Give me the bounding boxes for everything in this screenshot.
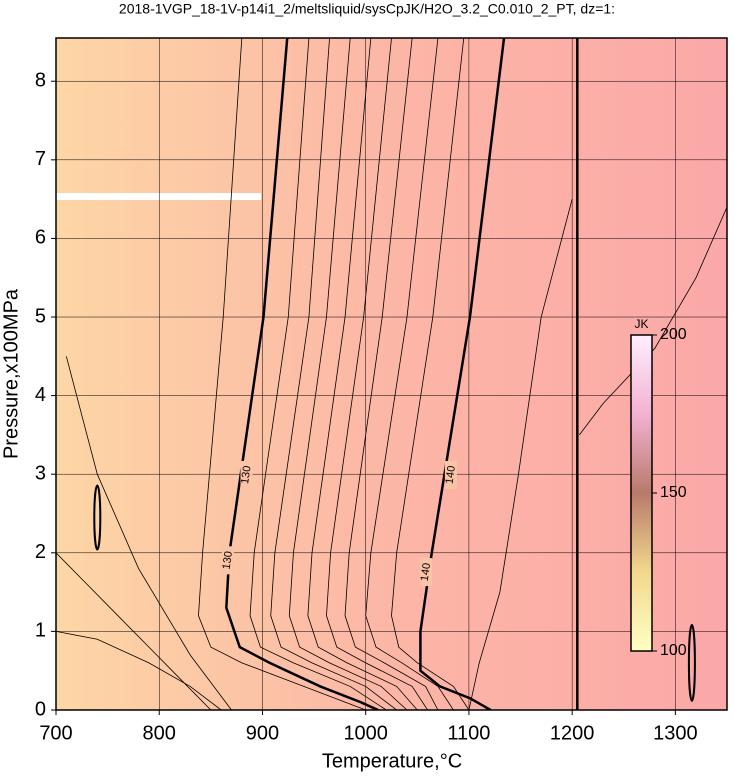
white-strip [56, 193, 261, 200]
blob [687, 623, 696, 702]
contour-line [56, 631, 222, 710]
contour-label-bg [240, 460, 253, 489]
contour-label: 140 [444, 465, 458, 485]
x-axis-label: Temperature,°C [322, 750, 462, 772]
y-tick-label: 3 [35, 462, 46, 484]
background [56, 38, 727, 710]
contour-label-bg [444, 460, 457, 489]
plot-frame [55, 37, 728, 711]
contour-line [225, 38, 379, 710]
contour-line [307, 38, 418, 710]
contour-line [579, 206, 727, 436]
contour-line [249, 38, 387, 710]
contour-line [270, 38, 397, 710]
contour-line [326, 38, 428, 710]
colorbar-tick-label: 200 [660, 326, 687, 343]
y-tick-label: 7 [35, 148, 46, 170]
contour-line [419, 38, 506, 710]
chart-title: 2018-1VGP_18-1V-p14i1_2/meltsliquid/sysC… [119, 1, 615, 17]
colorbar-tick-label: 100 [660, 642, 687, 659]
x-tick-label: 1100 [447, 722, 490, 744]
contour-line [198, 38, 366, 710]
x-tick-label: 1200 [550, 722, 595, 744]
colorbar-tick-label: 150 [660, 484, 687, 501]
contour-line [344, 38, 439, 710]
contour-line [391, 38, 470, 710]
contour-label: 130 [239, 465, 253, 485]
contour-label: 140 [419, 562, 433, 582]
colorbar [630, 334, 653, 652]
contour-line [365, 38, 454, 710]
plot-area: 130 130 140 140 [56, 38, 727, 710]
blob [93, 484, 102, 551]
contour-label-bg [420, 558, 433, 587]
contour-label: 130 [221, 550, 235, 570]
x-tick-label: 1300 [653, 722, 698, 744]
contour-line [288, 38, 408, 710]
colorbar-label: JK [634, 317, 648, 331]
x-tick-label: 700 [39, 722, 72, 744]
y-axis-label: Pressure,x100MPa [0, 288, 22, 459]
y-tick-label: 6 [35, 227, 46, 249]
y-tick-label: 1 [35, 620, 46, 642]
y-tick-label: 0 [35, 698, 46, 720]
x-tick-label: 1000 [343, 722, 388, 744]
y-tick-label: 2 [35, 541, 46, 563]
overlay: 700 800 900 1000 1100 1200 1300012345678JK1001… [35, 37, 728, 744]
contour-line [468, 199, 573, 710]
contour-label-bg [221, 546, 234, 575]
x-tick-label: 800 [143, 722, 176, 744]
y-tick-label: 8 [35, 70, 46, 92]
y-tick-label: 4 [35, 384, 46, 406]
x-tick-label: 900 [246, 722, 279, 744]
y-tick-label: 5 [35, 305, 46, 327]
contour-line [65, 356, 232, 710]
